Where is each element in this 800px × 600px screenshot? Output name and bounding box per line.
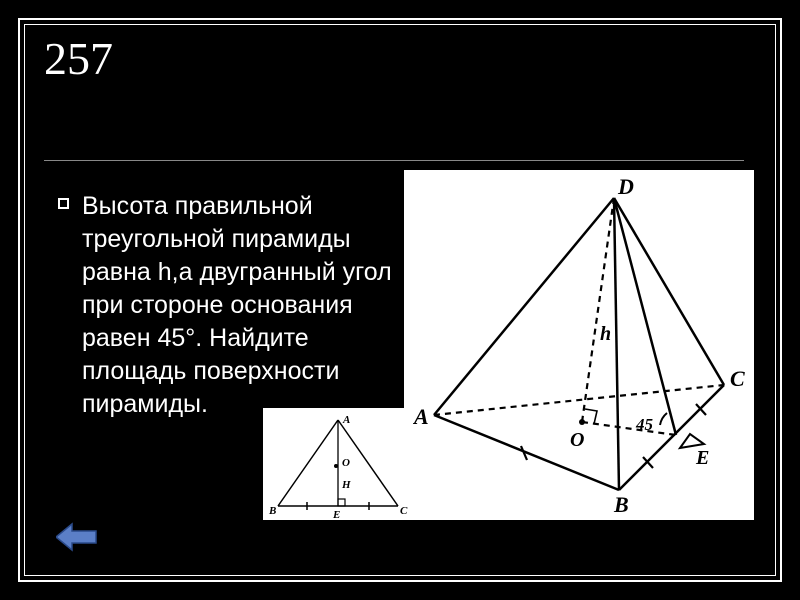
edge-bc (619, 385, 724, 490)
edge-ac (434, 385, 724, 415)
angle-arc-45 (660, 413, 667, 425)
label-o: O (570, 429, 584, 451)
edge-bd (614, 198, 619, 490)
angle-marker-e (680, 434, 704, 448)
s-label-a: A (342, 414, 350, 426)
slide-number: 257 (44, 32, 113, 85)
label-45: 45 (635, 415, 654, 434)
small-diagram: A B C O H E (263, 408, 413, 520)
nav-back-button[interactable] (56, 522, 98, 552)
s-label-b: B (268, 505, 276, 517)
label-c: C (730, 366, 745, 391)
title-divider (44, 160, 744, 161)
s-label-h: H (341, 479, 351, 491)
arrow-left-icon (56, 522, 98, 552)
label-d: D (617, 174, 634, 199)
label-h: h (600, 323, 611, 345)
point-o (579, 419, 585, 425)
s-label-c: C (400, 505, 408, 517)
problem-text: Высота правильной треугольной пирамиды р… (82, 190, 412, 421)
label-a: A (412, 404, 429, 429)
edge-cd (614, 198, 724, 385)
edge-ad (434, 198, 614, 415)
s-label-o: O (342, 457, 350, 469)
edge-ab (434, 415, 619, 490)
s-point-o (334, 464, 338, 468)
segment-de (614, 198, 676, 435)
main-diagram: A B C D O E h 45 (404, 170, 754, 520)
label-b: B (613, 492, 629, 517)
outer-frame: 257 Высота правильной треугольной пирами… (18, 18, 782, 582)
bullet-marker (58, 198, 69, 209)
s-right-angle (338, 499, 345, 506)
segment-oe (582, 422, 676, 435)
label-e: E (695, 447, 709, 469)
s-label-e: E (332, 509, 340, 520)
s-edge-ab (278, 420, 338, 506)
